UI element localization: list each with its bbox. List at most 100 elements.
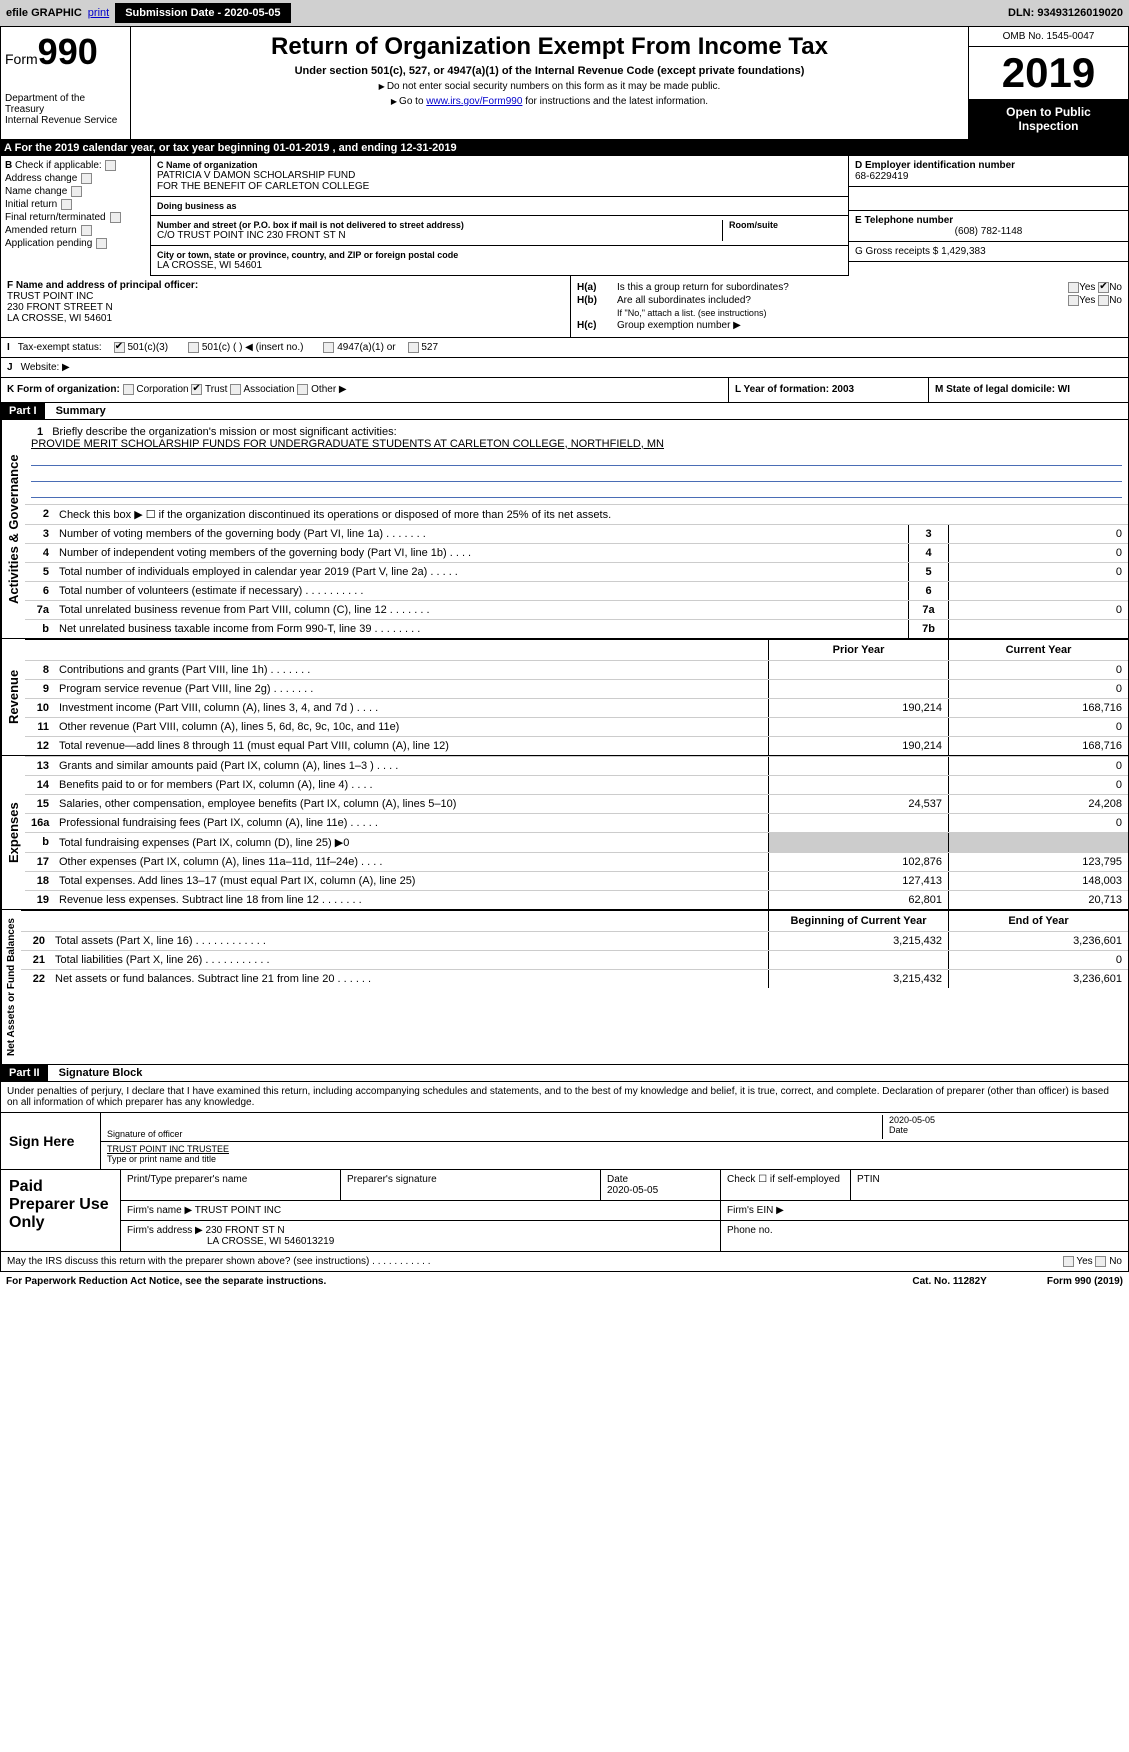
part2-header: Part II xyxy=(1,1065,48,1081)
e-label: E Telephone number xyxy=(855,215,1122,226)
k-other-cb[interactable] xyxy=(297,384,308,395)
b-cb-2[interactable] xyxy=(61,199,72,210)
hb-no-cb[interactable] xyxy=(1098,295,1109,306)
exp-prior-6: 127,413 xyxy=(768,872,948,890)
exp-prior-5: 102,876 xyxy=(768,853,948,871)
city-value: LA CROSSE, WI 54601 xyxy=(157,260,842,271)
form-subtitle: Under section 501(c), 527, or 4947(a)(1)… xyxy=(137,65,962,77)
hb-text: Are all subordinates included? xyxy=(617,295,751,306)
d-label: D Employer identification number xyxy=(855,160,1122,171)
b-opt-2: Initial return xyxy=(5,199,57,210)
vert-expenses: Expenses xyxy=(1,756,25,909)
hb-yes-cb[interactable] xyxy=(1068,295,1079,306)
efile-graphic-label: efile GRAPHIC xyxy=(6,7,82,19)
ha-no-cb[interactable] xyxy=(1098,282,1109,293)
k-opt-2: Association xyxy=(243,385,294,396)
hb-label: H(b) xyxy=(577,295,617,306)
section-i: ITax-exempt status: 501(c)(3) 501(c) ( )… xyxy=(0,338,1129,358)
b-label: Check if applicable: xyxy=(15,160,102,171)
rev-curr-2: 168,716 xyxy=(948,699,1128,717)
print-link[interactable]: print xyxy=(88,7,109,19)
exp-curr-1: 0 xyxy=(948,776,1128,794)
gov-box-6: 7b xyxy=(908,620,948,638)
checkbox-applicable[interactable] xyxy=(105,160,116,171)
exp-num-2: 15 xyxy=(25,795,55,813)
exp-num-6: 18 xyxy=(25,872,55,890)
exp-prior-0 xyxy=(768,757,948,775)
b-opt-1: Name change xyxy=(5,186,67,197)
i-label: Tax-exempt status: xyxy=(18,342,102,353)
discuss-text: May the IRS discuss this return with the… xyxy=(7,1256,431,1267)
rev-num-0: 8 xyxy=(25,661,55,679)
signature-section: Under penalties of perjury, I declare th… xyxy=(0,1082,1129,1252)
bal-prior-2: 3,215,432 xyxy=(768,970,948,988)
boy-hdr: Beginning of Current Year xyxy=(768,911,948,931)
firm-addr2: LA CROSSE, WI 546013219 xyxy=(127,1236,334,1247)
exp-desc-0: Grants and similar amounts paid (Part IX… xyxy=(55,757,768,775)
b-cb-1[interactable] xyxy=(71,186,82,197)
prep-h1: Print/Type preparer's name xyxy=(121,1170,341,1200)
i-527-cb[interactable] xyxy=(408,342,419,353)
b-cb-3[interactable] xyxy=(110,212,121,223)
firm-name: TRUST POINT INC xyxy=(195,1205,281,1216)
discuss-no-cb[interactable] xyxy=(1095,1256,1106,1267)
rev-num-3: 11 xyxy=(25,718,55,736)
discuss-yes-cb[interactable] xyxy=(1063,1256,1074,1267)
part2-title: Signature Block xyxy=(51,1067,143,1079)
exp-desc-3: Professional fundraising fees (Part IX, … xyxy=(55,814,768,832)
efile-bar: efile GRAPHIC print Submission Date - 20… xyxy=(0,0,1129,26)
section-j: JWebsite: ▶ xyxy=(0,358,1129,378)
exp-desc-4: Total fundraising expenses (Part IX, col… xyxy=(55,833,768,852)
mission-label: Briefly describe the organization's miss… xyxy=(52,426,396,438)
current-year-hdr: Current Year xyxy=(948,640,1128,660)
exp-desc-5: Other expenses (Part IX, column (A), lin… xyxy=(55,853,768,871)
bal-prior-0: 3,215,432 xyxy=(768,932,948,950)
sig-name-label: Type or print name and title xyxy=(107,1154,216,1164)
balances-section: Net Assets or Fund Balances Beginning of… xyxy=(0,910,1129,1065)
bal-desc-1: Total liabilities (Part X, line 26) . . … xyxy=(51,951,768,969)
gov-box-1: 3 xyxy=(908,525,948,543)
sig-intro: Under penalties of perjury, I declare th… xyxy=(1,1082,1128,1112)
exp-desc-1: Benefits paid to or for members (Part IX… xyxy=(55,776,768,794)
rev-curr-0: 0 xyxy=(948,661,1128,679)
i-501c-cb[interactable] xyxy=(188,342,199,353)
form-header: Form990 Department of the Treasury Inter… xyxy=(0,26,1129,140)
no-label: No xyxy=(1109,282,1122,293)
irs-link[interactable]: www.irs.gov/Form990 xyxy=(426,96,522,107)
no-label2: No xyxy=(1109,295,1122,306)
gov-val-6 xyxy=(948,620,1128,638)
footer-cat: Cat. No. 11282Y xyxy=(912,1276,986,1287)
rev-desc-2: Investment income (Part VIII, column (A)… xyxy=(55,699,768,717)
room-label: Room/suite xyxy=(729,220,842,230)
rev-prior-0 xyxy=(768,661,948,679)
footer: For Paperwork Reduction Act Notice, see … xyxy=(0,1272,1129,1291)
bal-num-1: 21 xyxy=(21,951,51,969)
b-cb-0[interactable] xyxy=(81,173,92,184)
exp-desc-2: Salaries, other compensation, employee b… xyxy=(55,795,768,813)
governance-section: Activities & Governance 1 Briefly descri… xyxy=(0,420,1129,639)
bal-desc-0: Total assets (Part X, line 16) . . . . .… xyxy=(51,932,768,950)
i-4947-cb[interactable] xyxy=(323,342,334,353)
exp-curr-5: 123,795 xyxy=(948,853,1128,871)
g-receipts: G Gross receipts $ 1,429,383 xyxy=(855,246,1122,257)
org-name-2: FOR THE BENEFIT OF CARLETON COLLEGE xyxy=(157,181,842,192)
part1-title: Summary xyxy=(48,405,106,417)
b-cb-5[interactable] xyxy=(96,238,107,249)
i-501c3-cb[interactable] xyxy=(114,342,125,353)
b-cb-4[interactable] xyxy=(81,225,92,236)
k-corp-cb[interactable] xyxy=(123,384,134,395)
rev-prior-3 xyxy=(768,718,948,736)
form-number: 990 xyxy=(38,31,98,72)
bal-num-2: 22 xyxy=(21,970,51,988)
k-assoc-cb[interactable] xyxy=(230,384,241,395)
gov-num-2: 4 xyxy=(25,544,55,562)
sig-officer-label: Signature of officer xyxy=(107,1129,182,1139)
ha-yes-cb[interactable] xyxy=(1068,282,1079,293)
i-opt-2: 4947(a)(1) or xyxy=(337,342,395,353)
discuss-yes: Yes xyxy=(1076,1256,1092,1267)
k-trust-cb[interactable] xyxy=(191,384,202,395)
rev-curr-3: 0 xyxy=(948,718,1128,736)
gov-num-5: 7a xyxy=(25,601,55,619)
exp-num-4: b xyxy=(25,833,55,852)
gov-val-4 xyxy=(948,582,1128,600)
